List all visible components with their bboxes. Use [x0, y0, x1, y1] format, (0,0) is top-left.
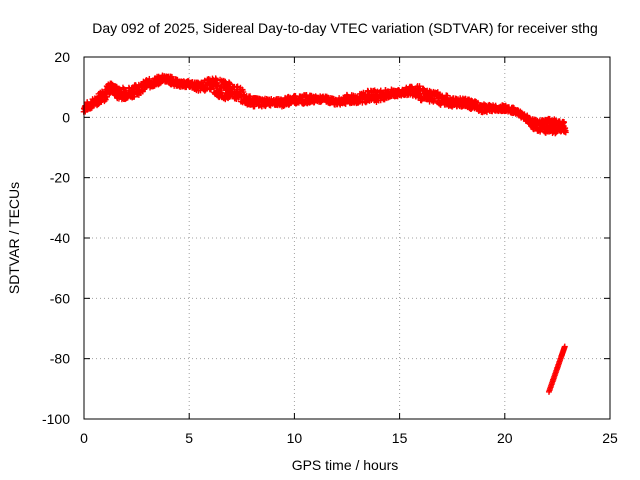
outlier-point: [561, 343, 568, 350]
y-tick-label: -80: [50, 351, 70, 367]
data-point: [416, 83, 423, 90]
y-tick-label: -20: [50, 170, 70, 186]
axis-ticks: 0 5 10 15 20 25 -100 -80 -60 -40 -20 0 20: [42, 49, 618, 446]
x-tick-label: 25: [602, 430, 618, 446]
data-point: [226, 80, 233, 87]
data-point: [207, 86, 214, 93]
x-axis-label: GPS time / hours: [292, 457, 399, 473]
plot-frame: [83, 56, 611, 420]
x-tick-label: 5: [185, 430, 193, 446]
x-tick-label: 20: [497, 430, 513, 446]
chart-title: Day 092 of 2025, Sidereal Day-to-day VTE…: [92, 20, 598, 36]
y-axis-label: SDTVAR / TECUs: [6, 182, 22, 294]
data-point: [562, 127, 569, 134]
data-point: [474, 99, 481, 106]
data-point: [240, 89, 247, 96]
y-tick-label: -100: [42, 411, 70, 427]
grid-lines: [84, 57, 610, 419]
x-tick-label: 10: [287, 430, 303, 446]
y-tick-label: -60: [50, 290, 70, 306]
data-points: [80, 72, 569, 395]
x-tick-label: 0: [80, 430, 88, 446]
data-point: [483, 109, 490, 116]
y-tick-label: 20: [54, 49, 70, 65]
data-point: [214, 82, 221, 89]
y-tick-label: 0: [62, 109, 70, 125]
x-tick-label: 15: [392, 430, 408, 446]
y-tick-label: -40: [50, 230, 70, 246]
